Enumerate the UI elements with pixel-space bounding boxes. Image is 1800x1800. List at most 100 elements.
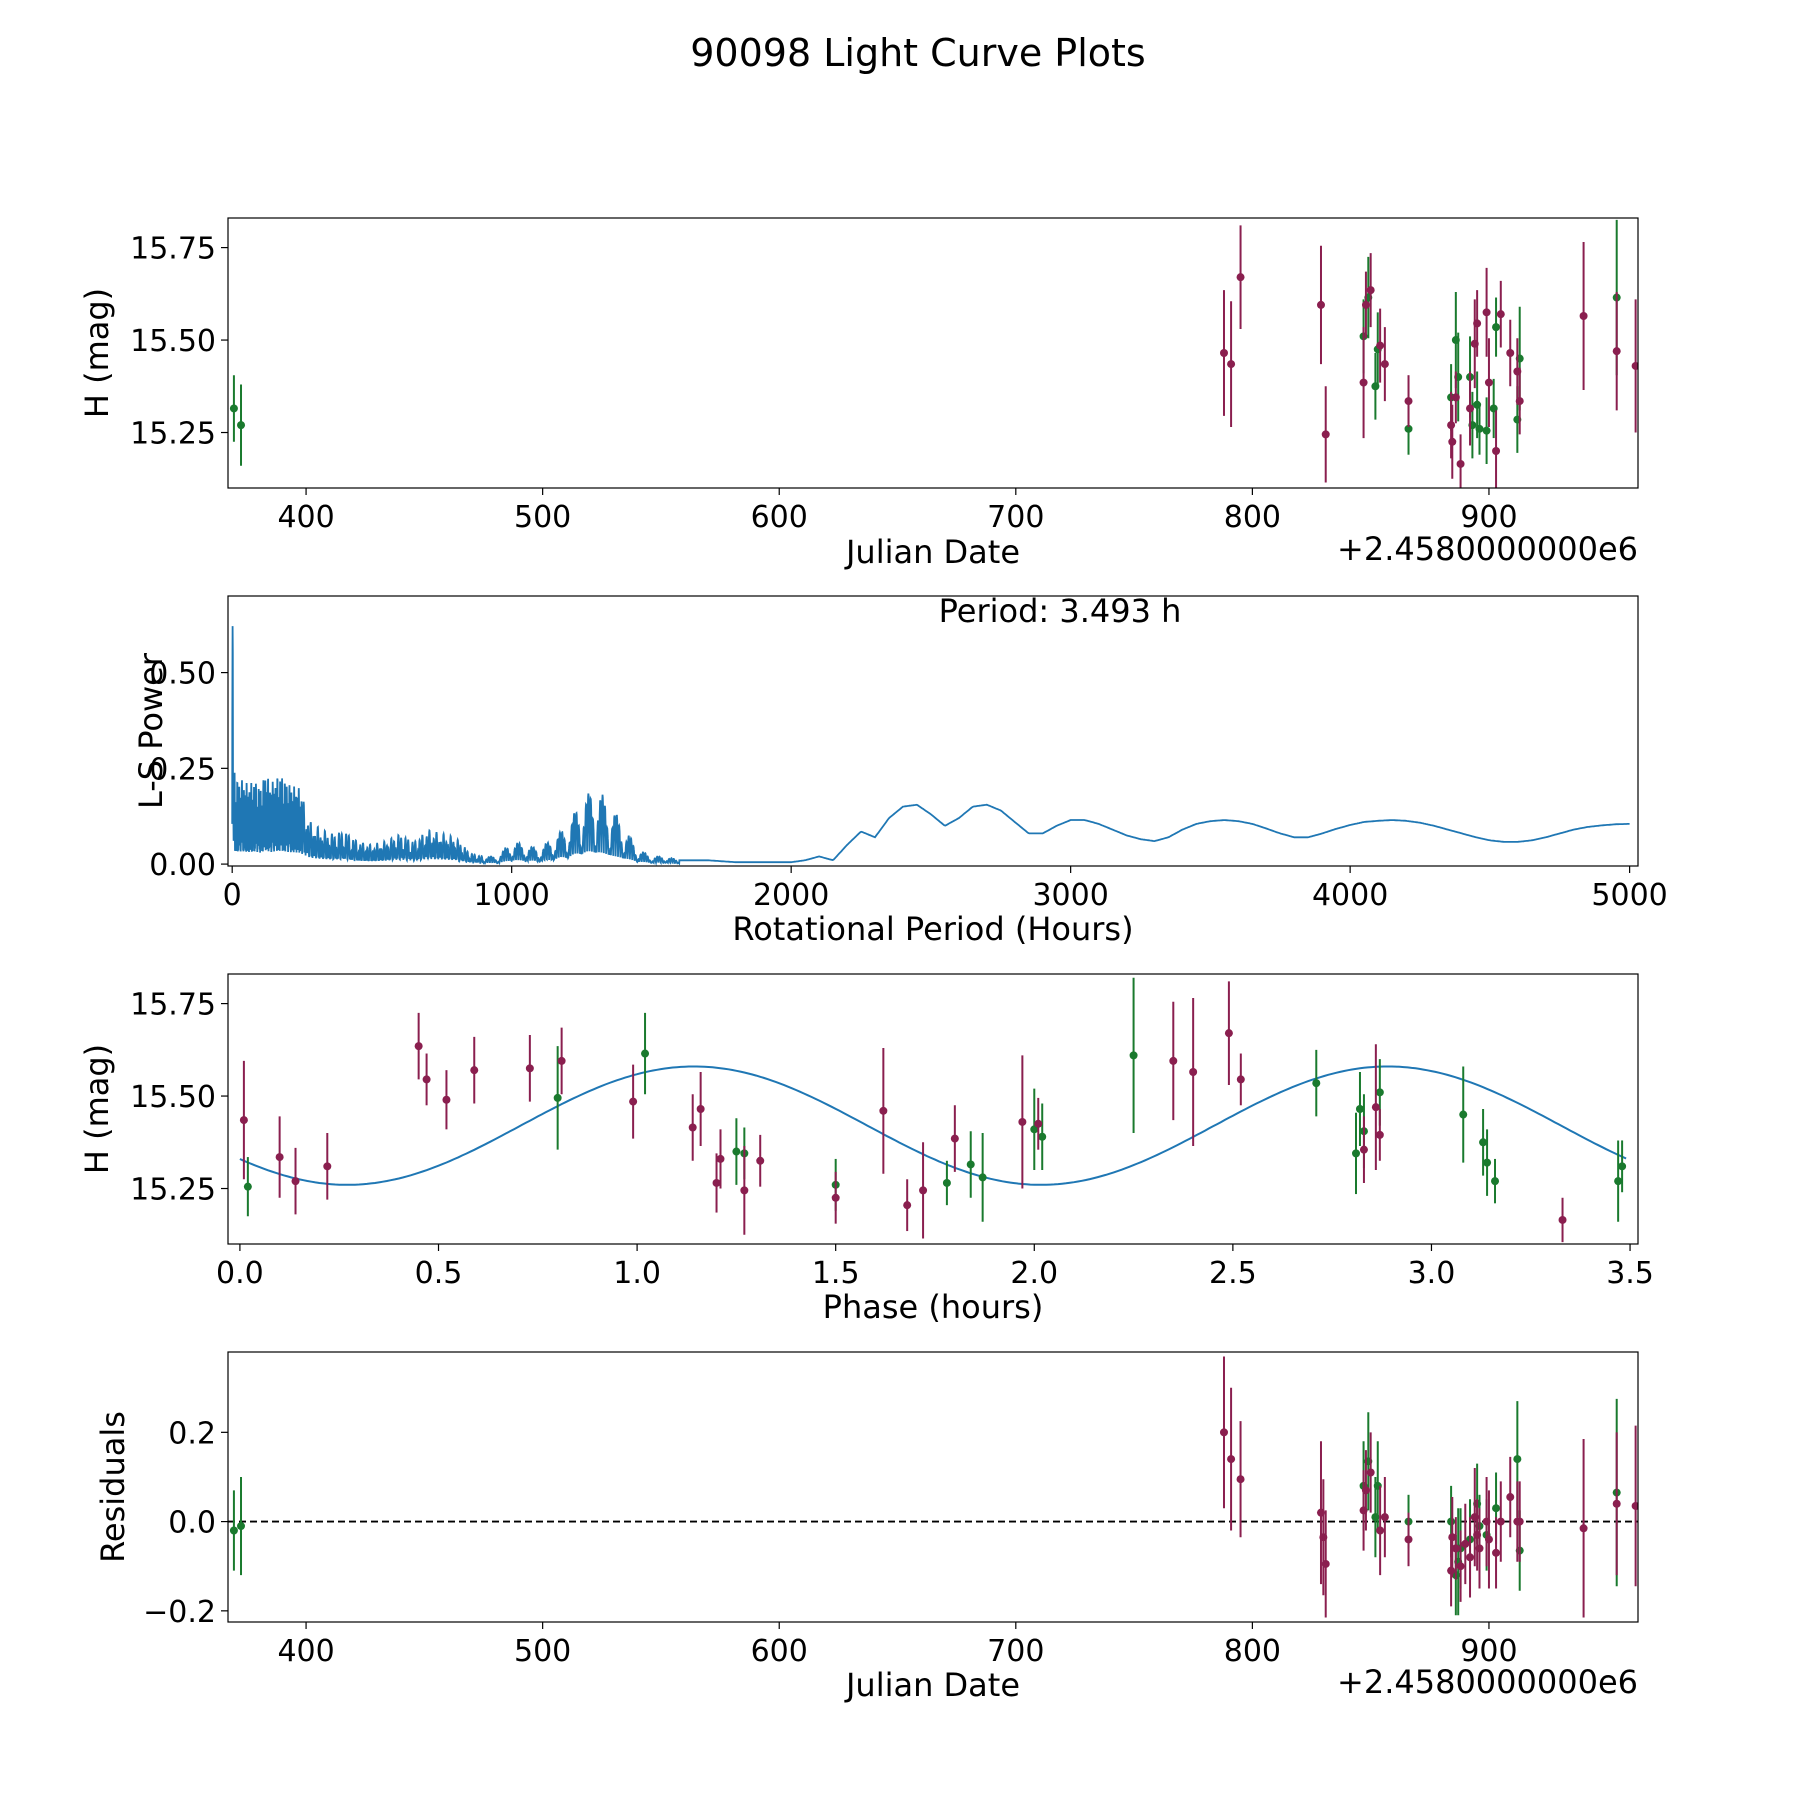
- data-point: [1375, 1088, 1384, 1097]
- data-point: [950, 1134, 959, 1143]
- periodogram-marks: [231, 626, 1630, 866]
- data-point: [629, 1097, 638, 1106]
- data-point: [1236, 1075, 1245, 1084]
- xtick-label: 3000: [1032, 878, 1108, 913]
- xtick-label: 1000: [473, 878, 549, 913]
- data-point: [1451, 1544, 1460, 1553]
- data-point: [1506, 349, 1515, 357]
- data-point: [1459, 1110, 1468, 1119]
- data-point: [1359, 378, 1368, 387]
- phased-frame: [227, 973, 1639, 1245]
- data-point: [688, 1123, 697, 1132]
- xtick-label: 3.5: [1606, 1256, 1654, 1291]
- data-point: [237, 421, 246, 430]
- data-point: [1483, 1158, 1492, 1167]
- data-point: [1030, 1125, 1039, 1134]
- data-point: [1380, 360, 1389, 369]
- data-point: [1312, 1079, 1321, 1088]
- data-point: [1355, 1105, 1364, 1113]
- data-point: [1479, 1138, 1488, 1147]
- data-point: [1376, 1526, 1385, 1535]
- data-point: [1018, 1117, 1027, 1126]
- data-point: [239, 1116, 248, 1125]
- data-point: [243, 1182, 252, 1191]
- data-point: [1129, 1051, 1138, 1060]
- xtick-label: 3.0: [1408, 1256, 1456, 1291]
- data-point: [1631, 361, 1638, 370]
- ytick-label: 0.25: [149, 752, 216, 787]
- figure-title: 90098 Light Curve Plots: [690, 31, 1145, 75]
- panel-residuals: 400 500 600 700 800 900 −0.2 0.0 0.2 Julian Date…: [94, 1351, 1639, 1704]
- data-point: [229, 404, 238, 413]
- periodogram-frame: [227, 595, 1639, 867]
- ytick-label: 0.50: [149, 657, 216, 692]
- xtick-label: 5000: [1591, 878, 1667, 913]
- data-point: [1492, 447, 1501, 456]
- xtick-label: 2.0: [1010, 1256, 1058, 1291]
- data-point: [1491, 1177, 1500, 1186]
- data-point: [1475, 424, 1484, 433]
- xtick-label: 0: [223, 878, 242, 913]
- xtick-label: 1.5: [812, 1256, 860, 1291]
- phased-ylabel: H (mag): [78, 1044, 116, 1174]
- data-point: [716, 1154, 725, 1163]
- data-point: [1631, 1501, 1638, 1510]
- lightcurve-ticks: 400 500 600 700 800 900 15.25 15.50 15.75: [130, 232, 1517, 535]
- data-point: [414, 1042, 423, 1051]
- data-point: [1579, 1524, 1588, 1533]
- residuals-ticks: 400 500 600 700 800 900 −0.2 0.0 0.2: [143, 1416, 1517, 1669]
- data-point: [712, 1178, 721, 1187]
- data-point: [1236, 1475, 1245, 1484]
- data-point: [756, 1156, 765, 1165]
- xtick-label: 600: [751, 500, 808, 535]
- data-point: [1361, 300, 1370, 309]
- data-point: [1558, 1215, 1567, 1224]
- data-point: [1515, 397, 1524, 406]
- data-point: [942, 1178, 951, 1187]
- residuals-marks: [228, 1356, 1638, 1618]
- data-point: [1618, 1162, 1627, 1171]
- xtick-label: 700: [987, 500, 1044, 535]
- ytick-label: 15.50: [130, 1080, 216, 1115]
- periodogram-ylabel: L-S Power: [132, 652, 170, 809]
- data-point: [1461, 1539, 1470, 1548]
- data-point: [1316, 300, 1325, 309]
- data-point: [696, 1105, 705, 1113]
- data-point: [1448, 1533, 1457, 1542]
- data-point: [275, 1153, 284, 1162]
- xtick-label: 700: [987, 1634, 1044, 1669]
- ytick-label: 15.75: [130, 988, 216, 1023]
- xtick-label: 900: [1460, 500, 1517, 535]
- data-point: [966, 1160, 975, 1169]
- periodogram-ticks: 0 1000 2000 3000 4000 5000 0.00 0.25 0.50: [149, 657, 1668, 913]
- data-point: [1579, 312, 1588, 321]
- data-point: [1219, 349, 1228, 357]
- data-point: [1404, 424, 1413, 433]
- data-point: [1236, 273, 1245, 282]
- data-point: [1513, 1455, 1522, 1464]
- data-point: [1376, 341, 1385, 350]
- residuals-offset-text: +2.4580000000e6: [1337, 1663, 1638, 1701]
- xtick-label: 4000: [1312, 878, 1388, 913]
- data-point: [1456, 1562, 1465, 1571]
- data-point: [237, 1522, 246, 1531]
- xtick-label: 500: [514, 1634, 571, 1669]
- residuals-ylabel: Residuals: [94, 1411, 132, 1563]
- data-point: [1366, 1468, 1375, 1477]
- ytick-label: 0.0: [168, 1506, 216, 1541]
- data-point: [557, 1056, 566, 1065]
- xtick-label: 2000: [753, 878, 829, 913]
- data-point: [732, 1147, 741, 1156]
- phased-marks: [239, 977, 1627, 1243]
- data-point: [1227, 360, 1236, 369]
- lightcurve-xlabel: Julian Date: [844, 533, 1020, 571]
- xtick-label: 0.0: [216, 1256, 264, 1291]
- panel-periodogram: 0 1000 2000 3000 4000 5000 0.00 0.25 0.50 Period…: [132, 592, 1668, 948]
- xtick-label: 500: [514, 500, 571, 535]
- data-point: [978, 1173, 987, 1182]
- data-point: [1475, 1544, 1484, 1553]
- data-point: [1466, 1553, 1475, 1562]
- data-point: [1496, 1517, 1505, 1526]
- data-point: [442, 1095, 451, 1104]
- data-point: [1219, 1428, 1228, 1437]
